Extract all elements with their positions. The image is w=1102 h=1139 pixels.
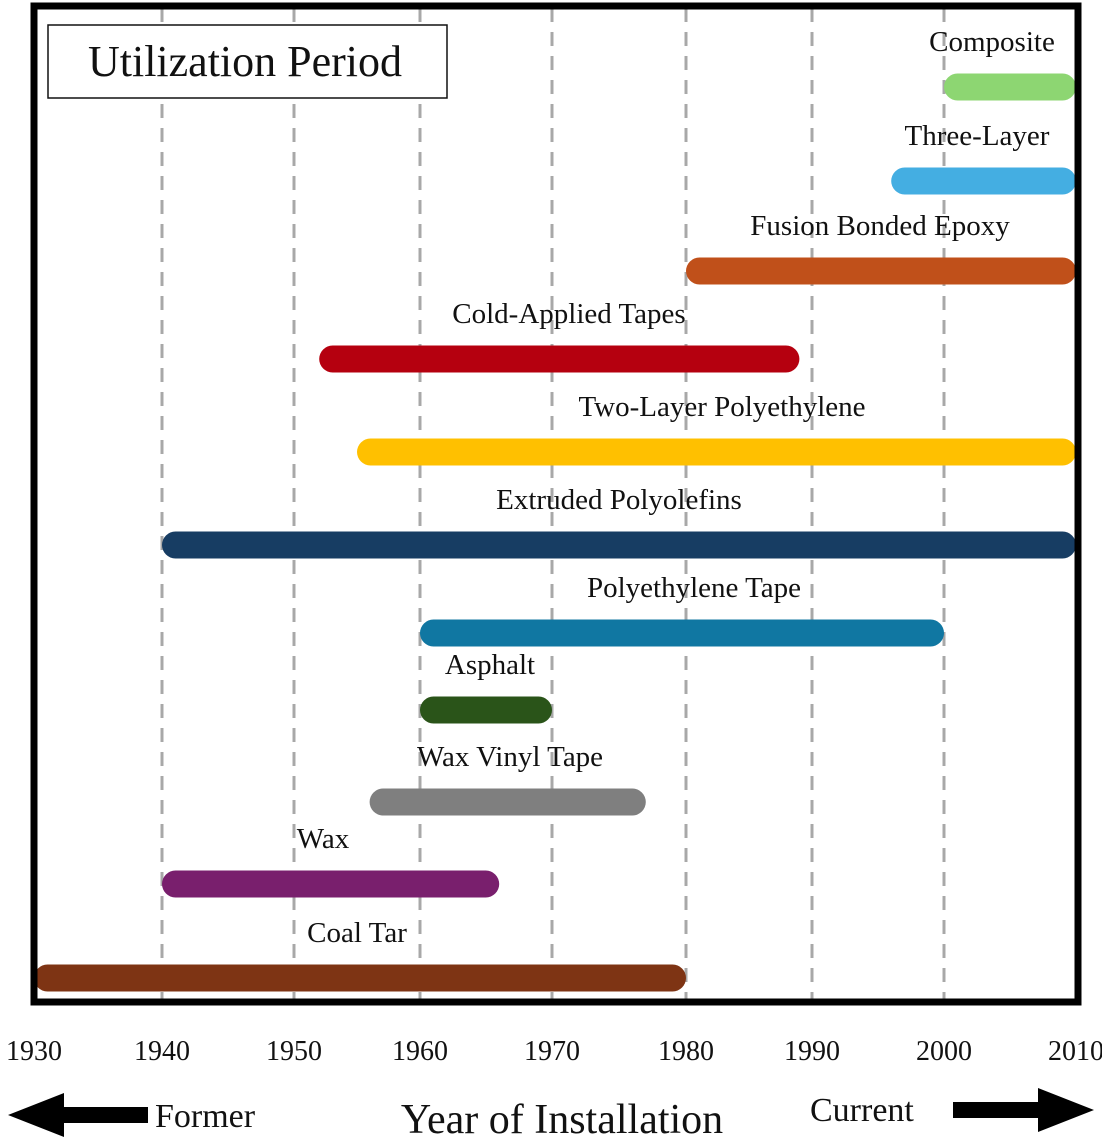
bar-asphalt: [420, 696, 552, 724]
x-tick-label: 1960: [392, 1036, 448, 1067]
x-tick-label: 1940: [134, 1036, 190, 1067]
bar-label: Asphalt: [445, 649, 535, 681]
current-label: Current: [810, 1092, 914, 1129]
bar-label: Composite: [929, 26, 1055, 58]
x-axis-ticks: 1930 1940 1950 1960 1970 1980 1990 2000 2010: [6, 1036, 1102, 1067]
bar-label: Wax: [297, 823, 350, 855]
bar-label: Extruded Polyolefins: [496, 484, 742, 516]
bar-fusion-bonded-epoxy: [686, 257, 1076, 285]
bar-polyethylene-tape: [420, 619, 944, 647]
plot-frame: [30, 2, 1082, 1006]
bar-label: Wax Vinyl Tape: [417, 741, 603, 773]
x-tick-label: 1930: [6, 1036, 62, 1067]
bar-label: Fusion Bonded Epoxy: [750, 210, 1010, 242]
left-arrow-icon: [8, 1093, 148, 1137]
x-tick-label: 1950: [266, 1036, 322, 1067]
x-axis-title: Year of Installation: [401, 1097, 723, 1139]
right-arrow-icon: [953, 1088, 1094, 1132]
x-tick-label: 1980: [658, 1036, 714, 1067]
x-tick-label: 2000: [916, 1036, 972, 1067]
bar-wax-vinyl-tape: [369, 788, 646, 816]
x-tick-label: 2010: [1048, 1036, 1102, 1067]
x-tick-label: 1990: [784, 1036, 840, 1067]
bar-label: Cold-Applied Tapes: [452, 298, 685, 330]
title-box: Utilization Period: [47, 24, 448, 99]
bar-wax: [162, 870, 500, 898]
chart-title: Utilization Period: [88, 37, 402, 86]
bar-label: Polyethylene Tape: [587, 572, 801, 604]
x-axis-footer: Former Year of Installation Current: [8, 1088, 1094, 1139]
former-label: Former: [155, 1098, 256, 1135]
bar-label: Three-Layer: [905, 120, 1050, 152]
bar-coal-tar: [34, 964, 686, 992]
bars: Composite Three-Layer Fusion Bonded Epoxy C…: [34, 26, 1076, 992]
bar-composite: [944, 73, 1076, 101]
bar-cold-applied-tapes: [319, 345, 800, 373]
x-tick-label: 1970: [524, 1036, 580, 1067]
bar-two-layer-polyethylene: [357, 438, 1076, 466]
bar-three-layer: [891, 167, 1076, 195]
bar-label: Coal Tar: [307, 917, 407, 949]
bar-label: Two-Layer Polyethylene: [578, 391, 865, 423]
bar-extruded-polyolefins: [162, 531, 1076, 559]
gridlines: [160, 8, 946, 1000]
